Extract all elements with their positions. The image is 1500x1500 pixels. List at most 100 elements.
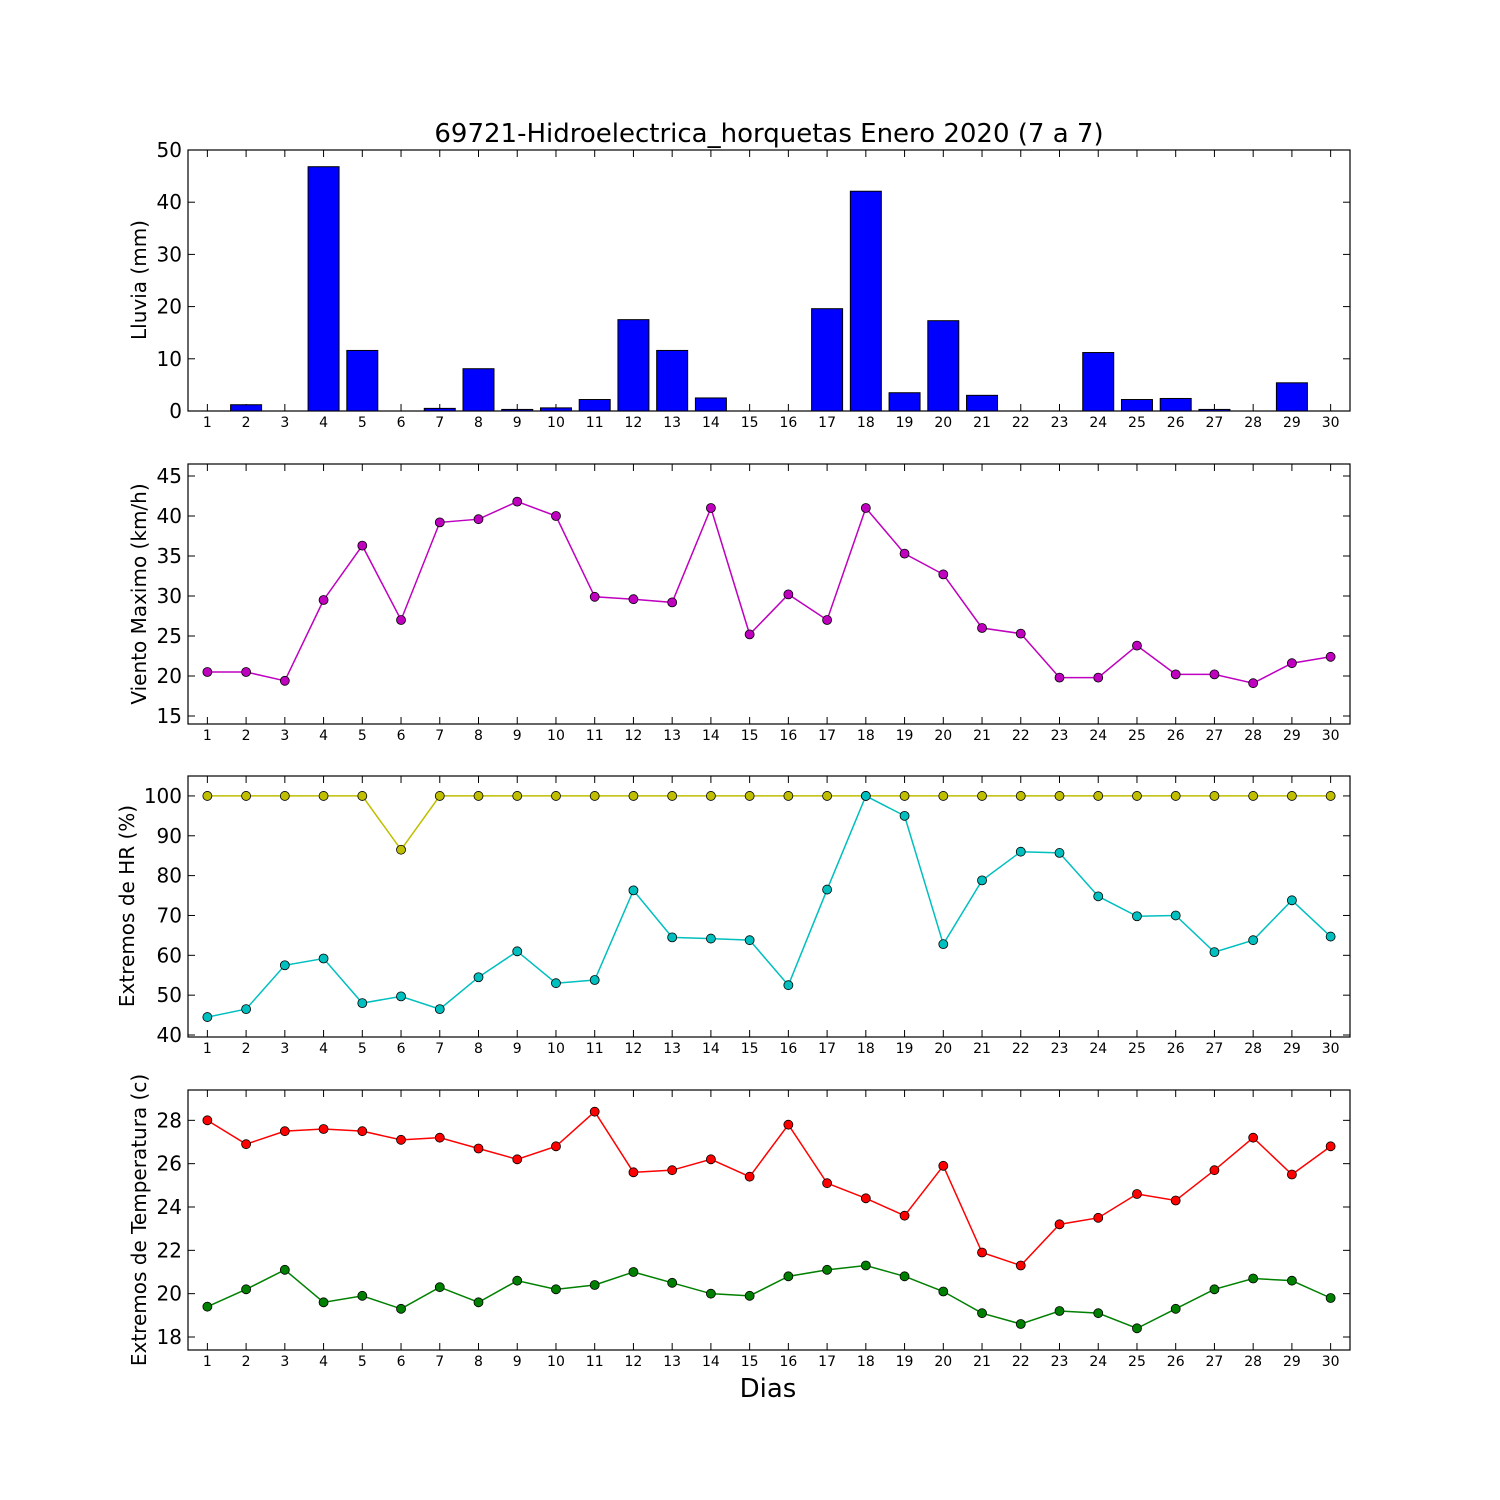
data-point: [628, 885, 639, 896]
data-point: [512, 496, 523, 507]
rain-bar: [694, 397, 727, 412]
series-line: [207, 1264, 1331, 1330]
data-point: [783, 1271, 794, 1282]
x-tick-label: 19: [896, 1041, 914, 1057]
x-tick-label: 6: [397, 415, 406, 431]
data-point: [318, 953, 329, 964]
x-tick-label: 11: [586, 728, 604, 744]
x-tick-label: 5: [358, 1354, 367, 1370]
plot-frame: [187, 775, 1351, 1038]
rain-bar: [927, 320, 960, 412]
data-point: [202, 1301, 213, 1312]
y-tick-label: 35: [157, 544, 182, 568]
data-point: [589, 1106, 600, 1117]
x-tick-label: 30: [1322, 728, 1340, 744]
data-point: [977, 875, 987, 886]
data-point: [1093, 1212, 1104, 1223]
data-point: [938, 791, 949, 801]
x-tick-label: 28: [1244, 415, 1262, 431]
x-tick-label: 20: [934, 1041, 952, 1057]
data-point: [667, 597, 678, 608]
data-point: [589, 975, 600, 985]
x-tick-label: 7: [435, 415, 444, 431]
x-tick-label: 18: [857, 728, 875, 744]
data-point: [241, 1139, 252, 1150]
x-tick-label: 9: [513, 415, 522, 431]
data-point: [1015, 791, 1026, 801]
x-tick-label: 30: [1322, 1354, 1340, 1370]
data-point: [473, 1297, 484, 1308]
y-tick-label: 60: [157, 943, 182, 967]
y-tick-label: 70: [157, 903, 182, 927]
data-point: [1209, 1284, 1220, 1295]
x-tick-label: 19: [896, 1354, 914, 1370]
data-point: [1287, 1275, 1297, 1286]
data-point: [1325, 651, 1336, 662]
x-tick-label: 30: [1322, 415, 1340, 431]
x-tick-label: 10: [547, 1354, 565, 1370]
x-tick-label: 27: [1206, 1041, 1224, 1057]
data-point: [744, 629, 755, 640]
x-tick-label: 12: [625, 728, 643, 744]
x-tick-label: 14: [702, 728, 720, 744]
data-point: [551, 978, 561, 989]
x-tick-label: 10: [547, 728, 565, 744]
data-point: [744, 1290, 755, 1301]
x-tick-label: 3: [280, 1041, 289, 1057]
x-tick-label: 21: [973, 1041, 991, 1057]
y-tick-label: 80: [157, 864, 182, 888]
data-point: [1132, 911, 1142, 922]
rain-bar: [617, 319, 650, 412]
x-tick-label: 12: [625, 1354, 643, 1370]
data-point: [1170, 1195, 1181, 1206]
data-point: [628, 791, 639, 801]
data-point: [706, 1288, 716, 1299]
data-point: [318, 791, 329, 801]
x-tick-label: 3: [280, 1354, 289, 1370]
data-point: [318, 1124, 329, 1134]
x-tick-label: 22: [1012, 728, 1030, 744]
x-tick-label: 5: [358, 415, 367, 431]
y-tick-label: 10: [157, 347, 182, 371]
data-point: [1325, 791, 1336, 801]
x-tick-label: 20: [934, 728, 952, 744]
x-tick-label: 17: [818, 1041, 836, 1057]
x-tick-label: 23: [1051, 1041, 1069, 1057]
x-tick-label: 4: [319, 1354, 328, 1370]
x-tick-label: 22: [1012, 415, 1030, 431]
data-point: [551, 791, 561, 801]
series-line: [207, 500, 1331, 684]
data-point: [1015, 1260, 1026, 1271]
x-tick-label: 8: [474, 1041, 483, 1057]
data-point: [977, 1247, 987, 1258]
temperature-panel: Extremos de Temperatura (c) 182022242628…: [127, 1074, 1351, 1370]
data-point: [1325, 1141, 1336, 1152]
x-tick-label: 23: [1051, 415, 1069, 431]
x-tick-label: 4: [319, 728, 328, 744]
data-point: [202, 1115, 213, 1126]
x-tick-label: 25: [1128, 415, 1146, 431]
data-point: [1248, 935, 1259, 946]
data-point: [434, 1004, 445, 1015]
x-tick-label: 24: [1089, 728, 1107, 744]
rain-bar: [966, 394, 999, 412]
data-point: [1325, 931, 1336, 942]
data-point: [202, 667, 213, 677]
y-tick-label: 90: [157, 824, 182, 848]
plot-frame: [187, 149, 1351, 412]
x-tick-label: 18: [857, 415, 875, 431]
data-point: [1209, 669, 1220, 680]
data-point: [822, 1178, 832, 1189]
data-point: [357, 1290, 368, 1301]
data-point: [1132, 791, 1142, 801]
temperature-ylabel: Extremos de Temperatura (c): [127, 1074, 151, 1366]
x-tick-label: 25: [1128, 1041, 1146, 1057]
x-tick-label: 15: [741, 728, 759, 744]
y-tick-label: 30: [157, 242, 182, 266]
x-tick-label: 29: [1283, 1354, 1301, 1370]
data-point: [977, 791, 987, 801]
data-point: [1093, 791, 1104, 801]
x-tick-label: 18: [857, 1041, 875, 1057]
data-point: [241, 1284, 252, 1295]
data-point: [1054, 791, 1065, 801]
